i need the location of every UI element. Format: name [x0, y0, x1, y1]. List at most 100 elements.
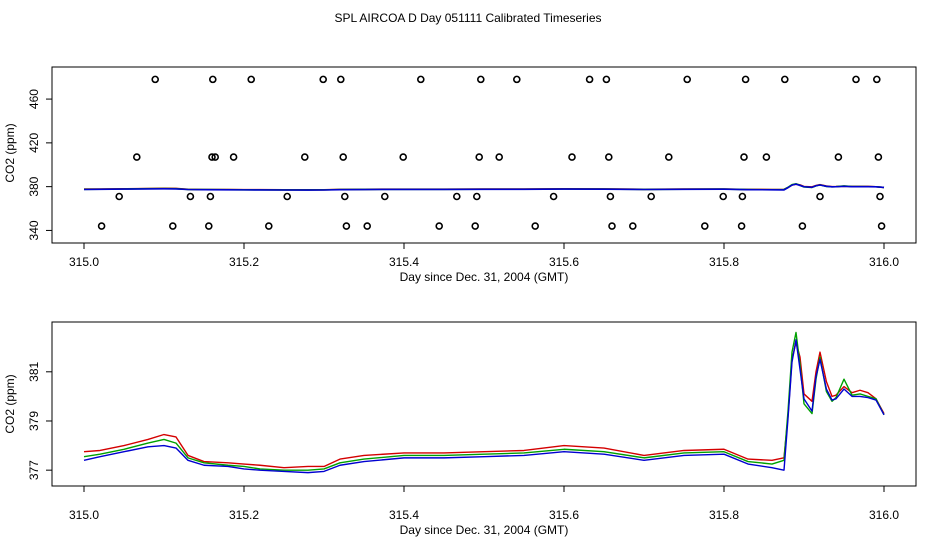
y-tick-label: 381	[27, 361, 41, 381]
x-tick-label: 315.4	[389, 508, 419, 522]
top-plot-frame	[51, 66, 917, 244]
calibration-point	[700, 222, 709, 230]
y-tick-label: 460	[27, 89, 41, 109]
calibration-point	[205, 222, 213, 230]
y-tick-label: 379	[27, 411, 41, 431]
calibration-point	[664, 153, 673, 161]
calibration-point	[319, 75, 328, 84]
calibration-point	[169, 222, 177, 230]
calibration-point	[719, 192, 728, 201]
calibration-point	[683, 75, 692, 84]
calibration-point	[209, 75, 217, 84]
bottom-series-layer	[83, 331, 885, 474]
calibration-point	[495, 153, 504, 161]
calibration-point	[876, 192, 884, 201]
top-panel: 315.0 315.2 315.4 315.6 315.8 316.0 340 380 420…	[3, 66, 917, 284]
calibration-point	[628, 222, 637, 230]
calibration-point	[606, 192, 615, 201]
series-line-sample-3	[83, 339, 885, 474]
calibration-point	[283, 192, 292, 201]
calibration-point	[416, 75, 425, 84]
calibration-point	[452, 192, 461, 201]
calibration-point	[549, 192, 558, 201]
x-tick-label: 315.0	[69, 508, 99, 522]
calibration-point	[872, 75, 881, 84]
x-tick-label: 315.6	[549, 255, 579, 269]
calibration-point	[186, 192, 195, 201]
y-tick-label: 377	[27, 460, 41, 480]
calibration-point	[133, 153, 141, 161]
calibration-point	[229, 153, 238, 161]
y-tick-label: 420	[27, 133, 41, 153]
top-x-axis-label: Day since Dec. 31, 2004 (GMT)	[400, 270, 569, 284]
calibration-point	[336, 75, 345, 84]
calibration-point	[300, 153, 309, 161]
calibration-point	[512, 75, 521, 84]
x-tick-label: 315.2	[229, 255, 259, 269]
calibration-point	[476, 75, 485, 84]
top-y-axis-label: CO2 (ppm)	[3, 123, 17, 182]
calibration-point	[97, 222, 106, 230]
calibration-point	[340, 192, 349, 201]
series-line-sample-1	[83, 341, 885, 469]
calibration-point	[852, 75, 860, 84]
calibration-point	[472, 192, 481, 201]
x-tick-label: 315.2	[229, 508, 259, 522]
calibration-point	[816, 192, 824, 201]
calibration-point	[604, 153, 613, 161]
bottom-x-axis-label: Day since Dec. 31, 2004 (GMT)	[400, 523, 569, 537]
calibration-point	[471, 222, 480, 230]
calibration-point	[363, 222, 372, 230]
bottom-plot-frame	[51, 321, 917, 487]
calibration-point	[737, 222, 746, 230]
calibration-point	[608, 222, 616, 230]
calibration-point	[399, 153, 408, 161]
top-series-layer	[83, 183, 885, 191]
bottom-panel: 315.0 315.2 315.4 315.6 315.8 316.0 377 379 381…	[3, 321, 917, 537]
calibration-point	[877, 222, 886, 230]
calibration-point	[531, 222, 540, 230]
series-line-sample-3	[83, 183, 885, 191]
calibration-point	[740, 153, 748, 161]
calibration-point	[206, 192, 215, 201]
calibration-point	[339, 153, 348, 161]
calibration-point	[211, 153, 219, 161]
calibration-point	[874, 153, 883, 161]
bottom-y-axis-label: CO2 (ppm)	[3, 374, 17, 433]
calibration-point	[342, 222, 351, 230]
top-calibration-points	[97, 75, 886, 230]
calibration-point	[738, 192, 747, 201]
calibration-point	[762, 153, 771, 161]
calibration-point	[780, 75, 789, 84]
calibration-point	[115, 192, 123, 201]
x-tick-label: 315.4	[389, 255, 419, 269]
chart-title: SPL AIRCOA D Day 051111 Calibrated Times…	[334, 11, 601, 25]
y-tick-label: 340	[27, 220, 41, 240]
calibration-point	[264, 222, 273, 230]
calibration-point	[475, 153, 484, 161]
calibration-point	[602, 75, 611, 84]
calibration-point	[647, 192, 656, 201]
bottom-y-axis: 377 379 381	[27, 361, 52, 480]
x-tick-label: 315.8	[709, 508, 739, 522]
series-line-sample-2	[83, 331, 885, 471]
calibration-point	[247, 75, 255, 84]
x-tick-label: 315.0	[69, 255, 99, 269]
calibration-point	[585, 75, 594, 84]
calibration-point	[834, 153, 843, 161]
calibration-point	[151, 75, 159, 84]
x-tick-label: 315.6	[549, 508, 579, 522]
calibration-point	[568, 153, 576, 161]
bottom-x-axis: 315.0 315.2 315.4 315.6 315.8 316.0	[69, 486, 899, 522]
x-tick-label: 315.8	[709, 255, 739, 269]
top-y-axis: 340 380 420 460	[27, 89, 52, 240]
calibration-point	[435, 222, 444, 230]
calibration-point	[380, 192, 389, 201]
x-tick-label: 316.0	[869, 508, 899, 522]
top-x-axis: 315.0 315.2 315.4 315.6 315.8 316.0	[69, 243, 899, 269]
calibration-point	[208, 153, 216, 161]
calibration-point	[798, 222, 807, 230]
calibration-point	[741, 75, 750, 84]
x-tick-label: 316.0	[869, 255, 899, 269]
